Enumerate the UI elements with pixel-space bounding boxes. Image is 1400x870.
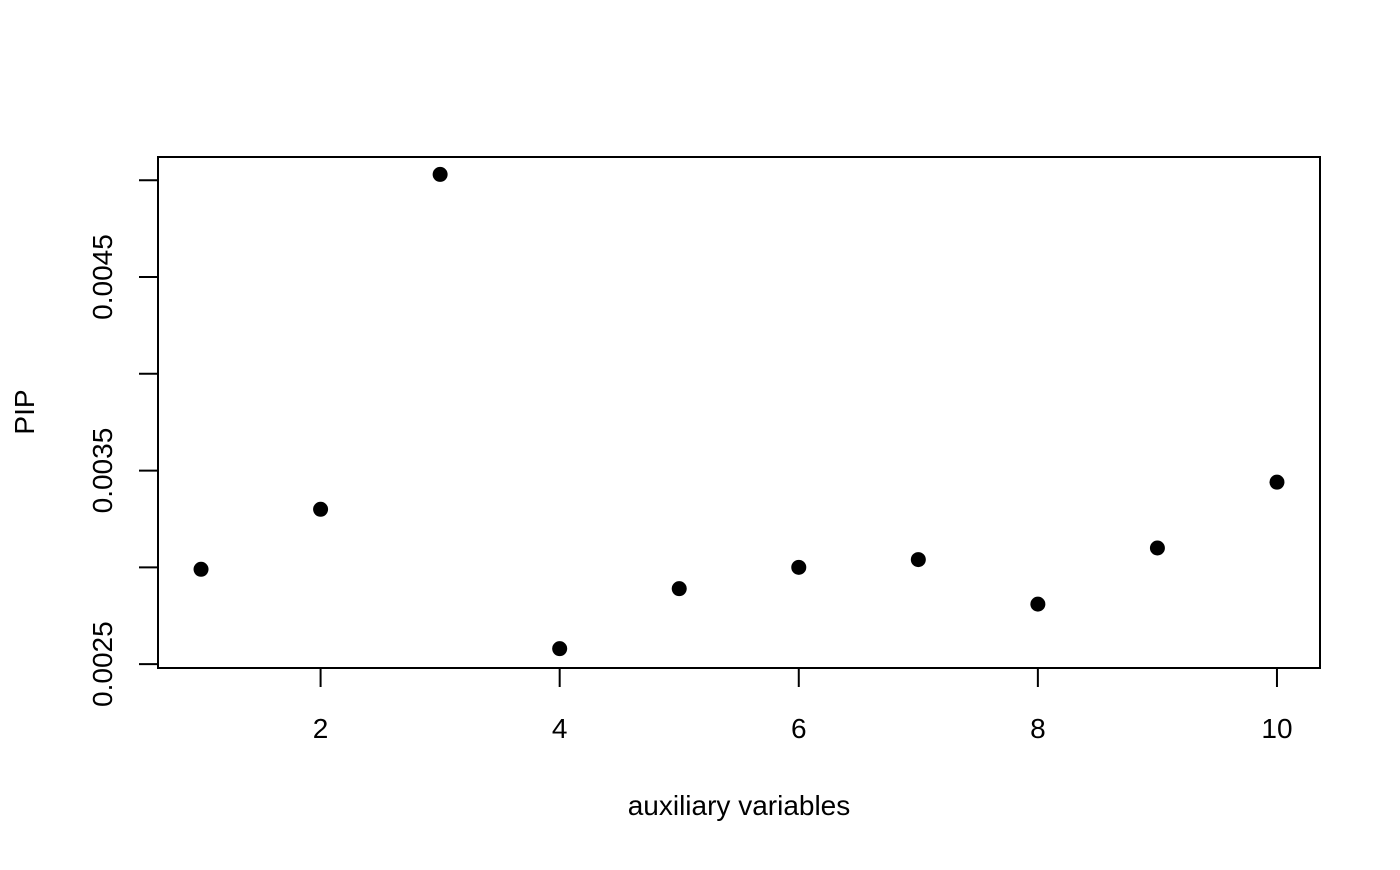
x-tick-label: 2 <box>313 713 329 744</box>
y-axis-label: PIP <box>9 389 40 434</box>
x-tick-label: 4 <box>552 713 568 744</box>
data-point <box>910 552 926 568</box>
data-point <box>313 501 329 517</box>
x-tick-label: 10 <box>1261 713 1292 744</box>
y-tick-label: 0.0045 <box>87 234 118 320</box>
y-tick-label: 0.0035 <box>87 428 118 514</box>
y-axis: 0.0025 0.0035 0.0045 <box>87 179 159 707</box>
data-point <box>671 581 687 597</box>
x-tick-label: 6 <box>791 713 807 744</box>
data-point <box>432 166 448 182</box>
x-axis: 2 4 6 8 10 <box>313 667 1293 744</box>
plot-frame <box>157 156 1321 669</box>
data-point <box>1030 596 1046 612</box>
data-point <box>1269 474 1285 490</box>
data-point <box>791 559 807 575</box>
data-point <box>552 641 568 657</box>
data-points <box>193 166 1285 657</box>
data-point <box>1149 540 1165 556</box>
x-tick-label: 8 <box>1030 713 1046 744</box>
x-axis-label: auxiliary variables <box>628 790 851 821</box>
data-point <box>193 561 209 577</box>
y-tick-label: 0.0025 <box>87 621 118 707</box>
